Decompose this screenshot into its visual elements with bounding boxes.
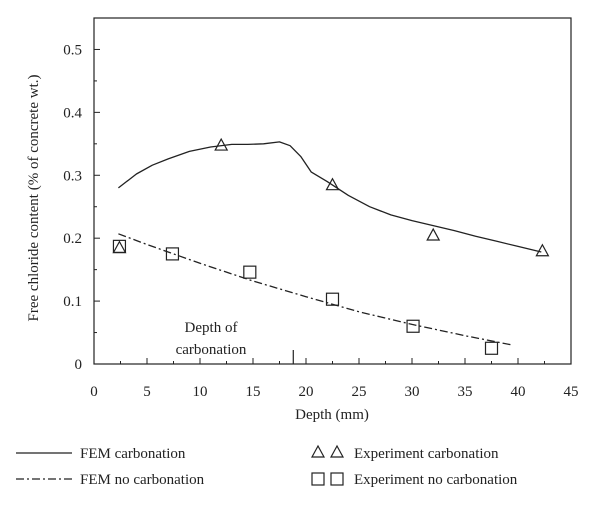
- legend-label-fem-no-carbonation: FEM no carbonation: [80, 472, 205, 488]
- y-tick-label: 0.2: [63, 231, 82, 247]
- y-tick-label: 0.4: [63, 105, 82, 121]
- square-marker: [406, 319, 420, 333]
- legend-marker-triangle-2: [329, 444, 345, 458]
- legend-marker-triangle-1: [310, 444, 326, 458]
- annotation-line-1: Depth of: [185, 320, 238, 336]
- x-axis-title: Depth (mm): [295, 407, 369, 423]
- legend-marker-square-1: [311, 472, 325, 486]
- series-line-1: [118, 233, 513, 346]
- x-tick-label: 10: [193, 384, 208, 400]
- square-marker: [165, 247, 180, 261]
- triangle-marker: [214, 137, 229, 151]
- x-tick-label: 25: [352, 384, 367, 400]
- y-tick-label: 0.5: [63, 42, 82, 58]
- x-tick-label: 40: [511, 384, 526, 400]
- x-tick-label: 45: [564, 384, 579, 400]
- markers-group: [112, 137, 550, 355]
- x-tick-label: 5: [143, 384, 151, 400]
- square-marker: [325, 292, 340, 306]
- triangle-marker: [112, 240, 127, 254]
- y-tick-label: 0: [75, 357, 83, 373]
- square-marker: [484, 341, 499, 355]
- x-tick-label: 30: [405, 384, 420, 400]
- series-line-0: [118, 141, 542, 253]
- plot-frame: [93, 17, 572, 365]
- legend-label-experiment-no-carbonation: Experiment no carbonation: [354, 472, 518, 488]
- x-tick-label: 0: [90, 384, 98, 400]
- y-axis-title: Free chloride content (% of concrete wt.…: [26, 75, 42, 322]
- legend: FEM carbonation FEM no carbonation Exper…: [16, 444, 518, 488]
- x-tick-label: 35: [458, 384, 473, 400]
- axes: [93, 17, 572, 365]
- series-group: [118, 141, 542, 346]
- legend-label-fem-carbonation: FEM carbonation: [80, 446, 186, 462]
- legend-marker-square-2: [330, 472, 344, 486]
- tick-labels: 0 5 10 15 20 25 30 35 40 45 0 0.1 0.2 0.3 0.4 0.5: [63, 42, 578, 400]
- square-marker: [243, 265, 257, 279]
- square-marker: [112, 239, 127, 253]
- legend-label-experiment-carbonation: Experiment carbonation: [354, 446, 499, 462]
- y-tick-label: 0.1: [63, 294, 82, 310]
- y-tick-label: 0.3: [63, 168, 82, 184]
- tick-marks: [93, 17, 572, 365]
- x-tick-label: 20: [299, 384, 314, 400]
- annotation-group: Depth of carbonation: [176, 320, 294, 364]
- triangle-marker: [535, 243, 550, 257]
- x-tick-label: 15: [246, 384, 261, 400]
- triangle-marker: [426, 227, 441, 241]
- annotation-line-2: carbonation: [176, 342, 247, 358]
- triangle-marker: [325, 177, 340, 191]
